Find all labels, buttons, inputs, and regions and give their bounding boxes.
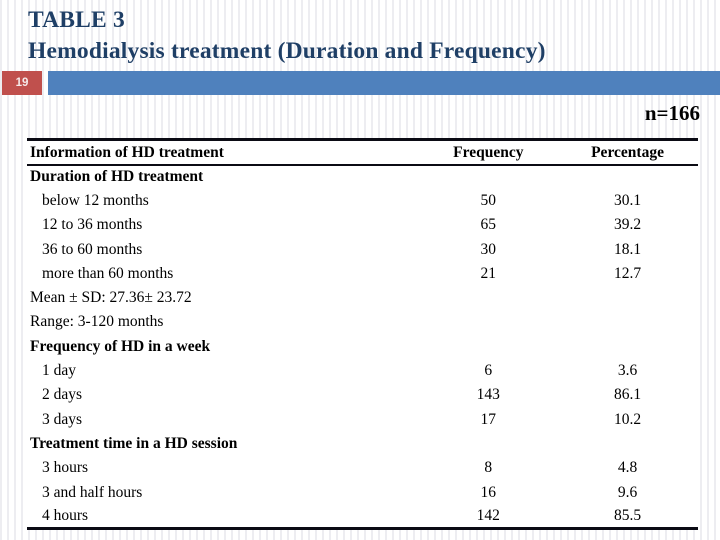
row-label: Range: 3-120 months xyxy=(30,313,164,331)
row-frequency-value xyxy=(420,286,558,310)
row-frequency-value xyxy=(420,165,558,189)
row-label: 1 day xyxy=(42,362,77,380)
row-label: 36 to 60 months xyxy=(42,240,143,258)
row-frequency-value xyxy=(420,335,558,359)
row-percentage-value: 9.6 xyxy=(617,483,638,501)
slide-title-line-1: TABLE 3 xyxy=(28,7,125,33)
row-frequency-value: 65 xyxy=(480,216,497,234)
table-header-row: Information of HD treatment Frequency Pe… xyxy=(27,139,698,166)
column-header-frequency: Frequency xyxy=(419,139,558,166)
accent-bar xyxy=(48,71,720,95)
row-percentage-value: 30.1 xyxy=(613,191,642,209)
row-percentage-value: 39.2 xyxy=(613,216,642,234)
row-percentage-value: 12.7 xyxy=(613,264,642,282)
row-label: Mean ± SD: 27.36± 23.72 xyxy=(30,289,192,307)
sample-size-label: n=166 xyxy=(644,101,700,125)
column-header-percentage: Percentage xyxy=(557,139,698,166)
row-label: Treatment time in a HD session xyxy=(30,434,238,452)
row-label: below 12 months xyxy=(42,191,149,209)
row-frequency-value: 17 xyxy=(480,410,497,428)
slide-title-line-2: Hemodialysis treatment (Duration and Fre… xyxy=(28,38,546,64)
row-frequency-value: 50 xyxy=(480,191,497,209)
row-percentage-value: 86.1 xyxy=(613,386,642,404)
row-percentage-value xyxy=(557,286,698,310)
row-label: 3 days xyxy=(42,410,83,428)
table-row: more than 60 months 21 12.7 xyxy=(27,262,698,286)
row-percentage-value xyxy=(557,165,698,189)
row-percentage-value: 4.8 xyxy=(617,459,638,477)
row-percentage-value: 85.5 xyxy=(613,507,642,525)
table-row: 3 and half hours 16 9.6 xyxy=(27,480,698,504)
slide-title: TABLE 3 Hemodialysis treatment (Duration… xyxy=(28,5,546,67)
table-row: 1 day 6 3.6 xyxy=(27,359,698,383)
table-row: 36 to 60 months 30 18.1 xyxy=(27,237,698,261)
table-row: 12 to 36 months 65 39.2 xyxy=(27,213,698,237)
row-label: 3 and half hours xyxy=(42,483,143,501)
table-row: 3 days 17 10.2 xyxy=(27,407,698,431)
row-label: 2 days xyxy=(42,386,83,404)
table-row: Treatment time in a HD session xyxy=(27,432,698,456)
row-label: 12 to 36 months xyxy=(42,216,143,234)
row-percentage-value xyxy=(557,335,698,359)
row-frequency-value: 21 xyxy=(480,264,497,282)
table-row: Frequency of HD in a week xyxy=(27,335,698,359)
page-number-bar: 19 xyxy=(0,71,720,95)
row-percentage-value: 3.6 xyxy=(617,362,638,380)
row-label: more than 60 months xyxy=(42,264,174,282)
row-percentage-value: 18.1 xyxy=(613,240,642,258)
row-percentage-value xyxy=(557,310,698,334)
row-label: Duration of HD treatment xyxy=(30,168,204,186)
table-row: 3 hours 8 4.8 xyxy=(27,456,698,480)
row-frequency-value: 30 xyxy=(480,240,497,258)
row-percentage-value xyxy=(557,432,698,456)
row-label: 3 hours xyxy=(42,459,89,477)
row-percentage-value: 10.2 xyxy=(613,410,642,428)
table-row: below 12 months 50 30.1 xyxy=(27,189,698,213)
row-frequency-value: 143 xyxy=(476,386,500,404)
column-header-information: Information of HD treatment xyxy=(27,139,420,166)
page-number-badge: 19 xyxy=(2,71,42,95)
table-row: 2 days 143 86.1 xyxy=(27,383,698,407)
row-label: Frequency of HD in a week xyxy=(30,337,211,355)
row-frequency-value xyxy=(420,432,558,456)
row-frequency-value: 142 xyxy=(476,507,500,525)
row-frequency-value: 8 xyxy=(484,459,493,477)
table-row: 4 hours 142 85.5 xyxy=(27,505,698,529)
row-frequency-value: 6 xyxy=(484,362,493,380)
row-frequency-value: 16 xyxy=(480,483,497,501)
row-frequency-value xyxy=(420,310,558,334)
table-row: Mean ± SD: 27.36± 23.72 xyxy=(27,286,698,310)
hd-treatment-table: Information of HD treatment Frequency Pe… xyxy=(27,138,698,531)
row-label: 4 hours xyxy=(42,507,89,525)
table-row: Range: 3-120 months xyxy=(27,310,698,334)
table-body: Duration of HD treatment below 12 months… xyxy=(27,165,698,529)
table-row: Duration of HD treatment xyxy=(27,165,698,189)
